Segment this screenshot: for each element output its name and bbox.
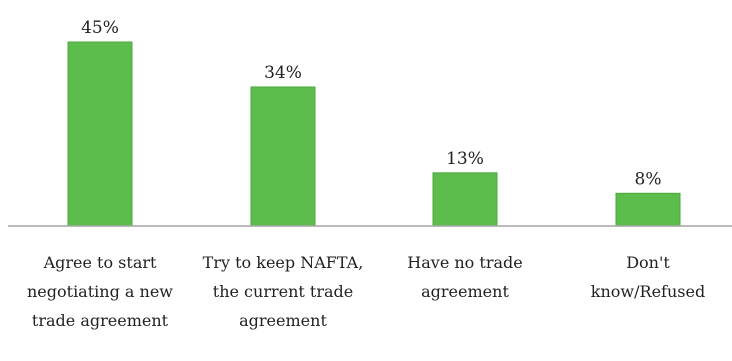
category-label-1-line-1: Agree to start bbox=[43, 253, 157, 272]
category-label-2-line-1: Try to keep NAFTA, bbox=[203, 253, 364, 272]
bar-2 bbox=[250, 86, 316, 227]
bars-group bbox=[67, 41, 681, 227]
category-label-4-line-2: know/Refused bbox=[591, 282, 705, 301]
value-label-4: 8% bbox=[635, 169, 662, 189]
category-label-2-line-3: agreement bbox=[239, 311, 327, 330]
value-label-3: 13% bbox=[446, 149, 484, 169]
category-label-3-line-1: Have no trade bbox=[407, 253, 522, 272]
value-label-1: 45% bbox=[81, 18, 119, 38]
value-label-2: 34% bbox=[264, 63, 302, 83]
bar-3 bbox=[432, 172, 498, 227]
bar-1 bbox=[67, 41, 133, 227]
category-label-4-line-1: Don't bbox=[626, 253, 670, 272]
bar-4 bbox=[615, 192, 681, 227]
value-labels-group: 45% 34% 13% 8% bbox=[81, 18, 661, 189]
category-labels-group: Agree to start negotiating a new trade agr… bbox=[27, 253, 705, 330]
category-label-1-line-2: negotiating a new bbox=[27, 282, 173, 301]
category-label-3-line-2: agreement bbox=[421, 282, 509, 301]
category-label-2-line-2: the current trade bbox=[213, 282, 353, 301]
category-label-1-line-3: trade agreement bbox=[32, 311, 169, 330]
